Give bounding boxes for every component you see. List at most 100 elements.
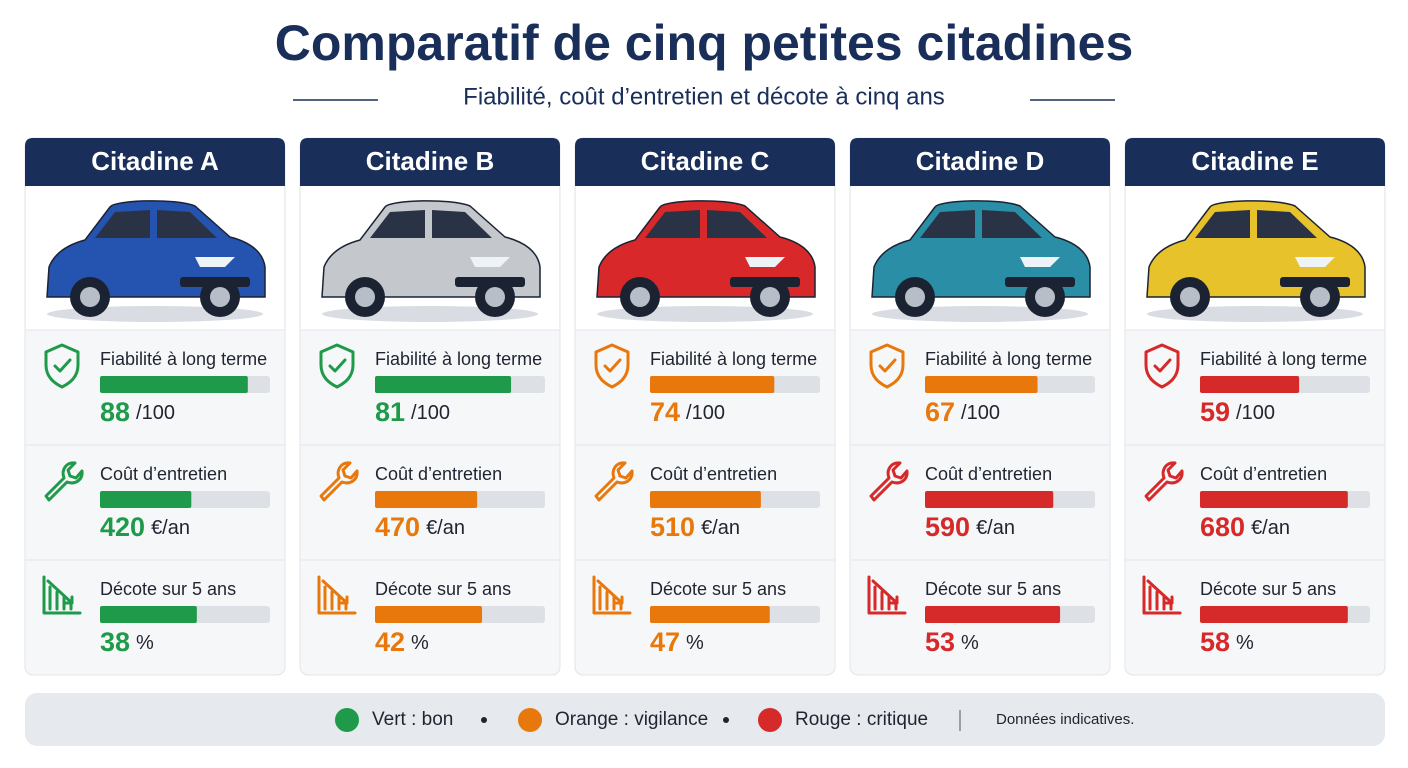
metric-icon [1144,461,1184,502]
window [1257,210,1317,238]
rim [905,287,925,307]
bar [650,606,770,623]
bar [925,606,1061,623]
value-number: 590 [925,512,970,542]
car-body [46,200,266,298]
shield [44,343,80,389]
arrow [321,579,349,605]
value-unit: /100 [961,402,1000,424]
value-number: 42 [375,627,405,657]
metric-icon [44,343,80,389]
value-unit: /100 [411,402,450,424]
chart-axes [42,575,82,615]
value-number: 53 [925,627,955,657]
car [871,200,1091,322]
metric-label: Coût d’entretien [1200,464,1327,484]
metric-value: 59/100 [1200,397,1275,427]
card-header [850,138,1110,186]
rim [630,287,650,307]
metric-label: Décote sur 5 ans [375,579,511,599]
metric-value: 38% [100,627,154,657]
check [53,358,72,373]
card-title: Citadine B [366,146,495,176]
bar [100,376,248,393]
wrench [1144,461,1184,502]
value-number: 38 [100,627,130,657]
rim [80,287,100,307]
metric-value: 67/100 [925,397,1000,427]
metric-icon [42,575,82,615]
metric-label: Fiabilité à long terme [100,349,267,369]
value-unit: /100 [136,402,175,424]
metric-value: 680 €/an [1200,512,1290,542]
check [1153,358,1172,373]
card-title: Citadine D [916,146,1045,176]
wrench [319,461,359,502]
bar [925,491,1054,508]
metric-value: 470 €/an [375,512,465,542]
value-unit: % [411,632,429,654]
arrow [46,579,74,605]
window [920,210,975,238]
metric-icon [594,343,630,389]
window [707,210,767,238]
window [982,210,1042,238]
title: Comparatif de cinq petites citadines [275,15,1134,71]
window [432,210,492,238]
metric-value: 74/100 [650,397,725,427]
metric-label: Fiabilité à long terme [1200,349,1367,369]
headlight [1020,257,1060,267]
metric-icon [1142,575,1182,615]
window [95,210,150,238]
bar [650,376,775,393]
bar [1200,491,1348,508]
chart-axes [592,575,632,615]
card-header [300,138,560,186]
metric-label: Coût d’entretien [375,464,502,484]
rim [355,287,375,307]
metric-label: Coût d’entretien [925,464,1052,484]
car-body [321,200,541,298]
headlight [195,257,235,267]
value-number: 420 [100,512,145,542]
value-number: 510 [650,512,695,542]
metric-value: 88/100 [100,397,175,427]
headlight [470,257,510,267]
bar [375,376,512,393]
legend-note: Données indicatives. [996,711,1134,728]
value-unit: €/an [976,517,1015,539]
value-unit: /100 [1236,402,1275,424]
metric-label: Décote sur 5 ans [650,579,786,599]
metric-icon [867,575,907,615]
rim [760,287,780,307]
window [157,210,217,238]
arrow [1146,579,1174,605]
card-title: Citadine C [641,146,770,176]
value-unit: €/an [701,517,740,539]
bar [1200,606,1348,623]
value-unit: % [1236,632,1254,654]
metric-icon [592,575,632,615]
value-unit: % [136,632,154,654]
card-title: Citadine E [1191,146,1318,176]
arrow [596,579,624,605]
rim [1035,287,1055,307]
legend-dot [335,708,359,732]
window [645,210,700,238]
card-header [575,138,835,186]
shield [319,343,355,389]
rim [1310,287,1330,307]
metric-label: Décote sur 5 ans [925,579,1061,599]
wrench [44,461,84,502]
legend-label: Vert : bon [372,709,453,730]
metric-value: 53% [925,627,979,657]
metric-icon [1144,343,1180,389]
window [1195,210,1250,238]
metric-value: 420 €/an [100,512,190,542]
metric-icon [319,343,355,389]
metric-icon [319,461,359,502]
subtitle: Fiabilité, coût d’entretien et décote à … [463,83,945,110]
bar [375,491,478,508]
value-unit: €/an [1251,517,1290,539]
